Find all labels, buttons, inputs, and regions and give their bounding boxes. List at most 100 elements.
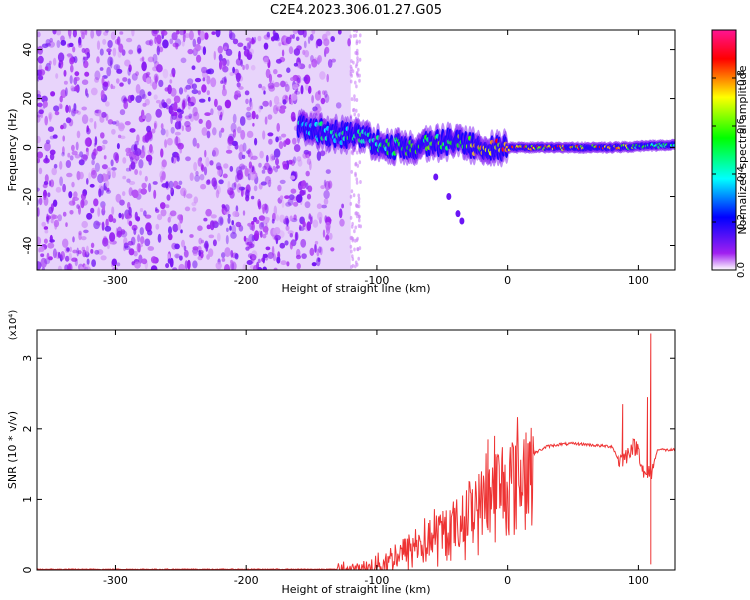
noise-blob <box>37 94 42 98</box>
noise-blob <box>353 229 356 234</box>
noise-blob <box>235 205 239 213</box>
noise-blob <box>174 131 181 136</box>
noise-blob <box>276 256 281 264</box>
noise-blob <box>48 256 53 261</box>
noise-blob <box>337 30 342 35</box>
noise-blob <box>229 190 235 199</box>
noise-blob <box>308 213 312 220</box>
noise-blob <box>175 135 179 146</box>
noise-blob <box>90 169 97 179</box>
noise-blob <box>65 104 69 113</box>
noise-blob <box>122 175 127 180</box>
noise-blob <box>244 167 249 177</box>
noise-blob <box>153 189 157 199</box>
noise-blob <box>287 230 294 235</box>
noise-blob <box>356 247 359 252</box>
noise-blob <box>246 130 254 138</box>
noise-blob <box>52 248 57 259</box>
noise-blob <box>341 203 344 209</box>
noise-blob <box>213 50 216 61</box>
noise-blob <box>249 172 256 181</box>
noise-blob <box>179 30 185 36</box>
noise-blob <box>50 213 56 220</box>
noise-blob <box>182 32 186 43</box>
noise-blob <box>132 189 139 199</box>
noise-blob <box>195 170 199 176</box>
noise-blob <box>229 225 232 231</box>
noise-blob <box>189 113 195 122</box>
noise-blob <box>169 79 173 84</box>
noise-blob <box>263 57 270 64</box>
noise-blob <box>160 123 164 130</box>
noise-blob <box>240 129 246 140</box>
noise-blob <box>196 54 202 63</box>
noise-blob <box>248 161 253 169</box>
noise-blob <box>354 171 357 176</box>
noise-blob <box>251 155 258 160</box>
noise-blob <box>168 226 172 235</box>
bottom-y-axis-label: SNR (10 * v/v) <box>6 411 19 489</box>
noise-blob <box>118 212 122 219</box>
noise-blob <box>175 43 179 50</box>
noise-blob <box>105 189 112 194</box>
noise-blob <box>93 198 99 207</box>
noise-blob <box>355 98 359 102</box>
branch-point <box>455 210 461 218</box>
noise-blob <box>117 226 123 236</box>
noise-blob <box>116 143 120 150</box>
y-tick-label: 3 <box>21 355 34 362</box>
noise-blob <box>105 218 109 228</box>
noise-blob <box>122 191 126 197</box>
noise-blob <box>292 156 297 164</box>
noise-blob <box>94 162 100 172</box>
noise-blob <box>101 221 105 231</box>
noise-blob <box>206 130 211 139</box>
noise-blob <box>196 142 200 149</box>
noise-blob <box>43 189 47 198</box>
noise-blob <box>230 259 233 264</box>
noise-blob <box>238 144 245 154</box>
noise-blob <box>204 32 209 40</box>
noise-blob <box>172 267 178 270</box>
noise-blob <box>176 30 180 35</box>
noise-blob <box>355 39 359 44</box>
noise-blob <box>37 31 41 38</box>
noise-blob <box>273 104 279 115</box>
noise-blob <box>63 69 67 77</box>
noise-blob <box>264 116 268 125</box>
noise-blob <box>116 36 121 46</box>
noise-blob <box>178 180 183 186</box>
x-tick-label: -200 <box>234 574 259 587</box>
noise-blob <box>293 214 297 221</box>
noise-blob <box>189 172 194 181</box>
noise-blob <box>201 164 205 172</box>
noise-blob <box>43 226 49 230</box>
noise-blob <box>78 159 85 166</box>
noise-blob <box>50 91 56 97</box>
noise-blob <box>68 42 74 48</box>
noise-blob <box>53 219 60 228</box>
noise-blob <box>191 89 199 95</box>
noise-blob <box>187 259 191 270</box>
noise-blob <box>315 40 319 49</box>
noise-blob <box>98 188 102 198</box>
noise-blob <box>218 179 224 185</box>
noise-blob <box>350 150 354 155</box>
noise-blob <box>174 243 180 250</box>
noise-blob <box>354 264 357 269</box>
noise-blob <box>95 30 102 37</box>
noise-blob <box>107 119 114 125</box>
noise-blob <box>204 112 211 116</box>
colorbar-tick-label: 0.6 <box>736 118 747 134</box>
noise-blob <box>285 36 292 45</box>
noise-blob <box>86 51 91 59</box>
noise-blob <box>144 175 148 182</box>
noise-blob <box>224 247 231 258</box>
noise-blob <box>147 246 155 251</box>
noise-blob <box>357 200 361 204</box>
noise-blob <box>124 59 131 67</box>
noise-blob <box>307 85 312 94</box>
noise-blob <box>192 251 198 256</box>
noise-blob <box>145 154 153 162</box>
noise-blob <box>61 151 65 157</box>
